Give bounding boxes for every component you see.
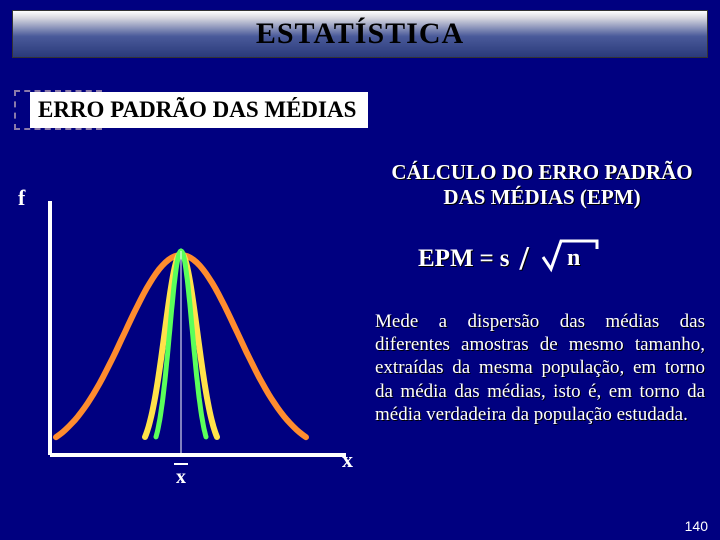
chart-svg — [16, 185, 366, 495]
description-text: Mede a dispersão das médias das diferent… — [375, 310, 705, 426]
axis-label-x-bar: x — [174, 463, 188, 489]
subtitle-text: ERRO PADRÃO DAS MÉDIAS — [38, 97, 356, 123]
epm-formula: EPM = s / n — [418, 240, 597, 278]
page-number: 140 — [685, 518, 708, 534]
formula-slash: / — [520, 240, 529, 278]
formula-lhs: EPM — [418, 245, 474, 273]
calc-title-line1: CÁLCULO DO ERRO PADRÃO — [391, 160, 692, 184]
subtitle-box: ERRO PADRÃO DAS MÉDIAS — [30, 92, 368, 128]
calc-title-line2: DAS MÉDIAS (EPM) — [443, 185, 640, 209]
formula-s: s — [500, 245, 510, 273]
radical-icon: n — [541, 241, 597, 277]
formula-n: n — [567, 245, 580, 272]
calc-title: CÁLCULO DO ERRO PADRÃO DAS MÉDIAS (EPM) — [382, 160, 702, 210]
page-title: ESTATÍSTICA — [256, 17, 464, 51]
axis-label-f: f — [18, 185, 25, 211]
formula-eq: = — [480, 245, 494, 273]
bell-curve-chart: f x x — [16, 185, 366, 495]
title-bar: ESTATÍSTICA — [12, 10, 708, 58]
axis-label-x: x — [342, 447, 353, 473]
